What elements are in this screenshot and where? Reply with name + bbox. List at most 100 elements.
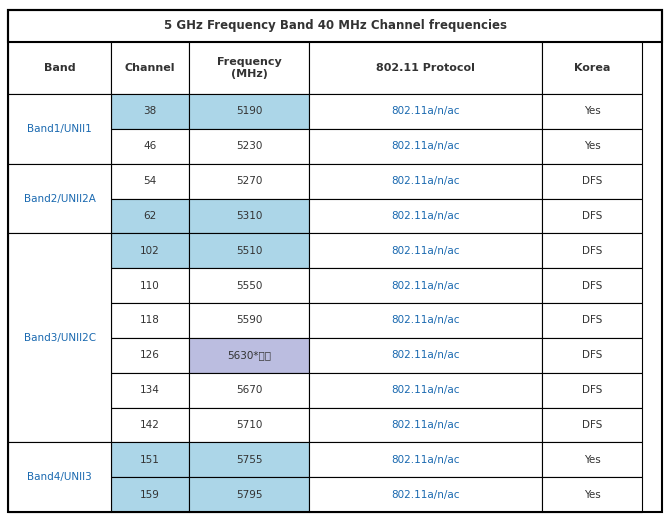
Text: DFS: DFS: [582, 211, 602, 221]
Text: 62: 62: [143, 211, 157, 221]
Text: 46: 46: [143, 141, 157, 151]
Bar: [310, 233, 542, 268]
Bar: [189, 94, 310, 129]
Text: Yes: Yes: [584, 490, 600, 500]
Bar: [310, 477, 542, 512]
Bar: [542, 233, 642, 268]
Text: 5795: 5795: [236, 490, 262, 500]
Bar: [542, 443, 642, 477]
Bar: [189, 233, 310, 268]
Bar: [112, 164, 189, 199]
Bar: [542, 373, 642, 408]
Text: 102: 102: [140, 246, 160, 256]
Text: 5230: 5230: [236, 141, 262, 151]
Text: 5310: 5310: [236, 211, 262, 221]
Bar: [310, 199, 542, 233]
Bar: [189, 164, 310, 199]
Text: Band4/UNII3: Band4/UNII3: [28, 472, 92, 482]
Text: 5 GHz Frequency Band 40 MHz Channel frequencies: 5 GHz Frequency Band 40 MHz Channel freq…: [163, 19, 507, 32]
Text: Band2/UNII2A: Band2/UNII2A: [24, 193, 95, 203]
Text: 802.11a/n/ac: 802.11a/n/ac: [391, 385, 460, 395]
Text: 5670: 5670: [236, 385, 262, 395]
Text: 118: 118: [140, 316, 160, 326]
Bar: [189, 199, 310, 233]
Bar: [189, 268, 310, 303]
Text: Yes: Yes: [584, 107, 600, 116]
Bar: [112, 199, 189, 233]
Text: Band3/UNII2C: Band3/UNII2C: [24, 333, 95, 343]
Bar: [542, 94, 642, 129]
Text: 5710: 5710: [236, 420, 262, 430]
Text: 110: 110: [140, 281, 160, 291]
Text: 802.11a/n/ac: 802.11a/n/ac: [391, 107, 460, 116]
Bar: [542, 164, 642, 199]
Bar: [112, 408, 189, 443]
Bar: [310, 94, 542, 129]
Bar: [8, 233, 112, 443]
Bar: [112, 42, 189, 94]
Bar: [112, 268, 189, 303]
Bar: [310, 268, 542, 303]
Bar: [189, 129, 310, 164]
Text: DFS: DFS: [582, 246, 602, 256]
Text: Yes: Yes: [584, 141, 600, 151]
Text: 802.11 Protocol: 802.11 Protocol: [376, 63, 475, 73]
Bar: [112, 233, 189, 268]
Text: 5510: 5510: [236, 246, 262, 256]
Text: 802.11a/n/ac: 802.11a/n/ac: [391, 316, 460, 326]
Text: 5590: 5590: [236, 316, 262, 326]
Bar: [310, 338, 542, 373]
Text: 5755: 5755: [236, 455, 262, 465]
Bar: [189, 303, 310, 338]
Bar: [542, 199, 642, 233]
Bar: [310, 129, 542, 164]
Bar: [542, 303, 642, 338]
Bar: [542, 129, 642, 164]
Text: 802.11a/n/ac: 802.11a/n/ac: [391, 420, 460, 430]
Bar: [542, 477, 642, 512]
Bar: [310, 443, 542, 477]
Bar: [112, 129, 189, 164]
Text: 802.11a/n/ac: 802.11a/n/ac: [391, 350, 460, 360]
Text: 151: 151: [140, 455, 160, 465]
Text: Band: Band: [44, 63, 75, 73]
Bar: [310, 408, 542, 443]
Bar: [112, 94, 189, 129]
Text: 159: 159: [140, 490, 160, 500]
Text: DFS: DFS: [582, 316, 602, 326]
Bar: [542, 338, 642, 373]
Text: 5630*气象: 5630*气象: [227, 350, 271, 360]
Bar: [189, 443, 310, 477]
Text: 802.11a/n/ac: 802.11a/n/ac: [391, 211, 460, 221]
Bar: [542, 42, 642, 94]
Bar: [8, 10, 662, 42]
Text: DFS: DFS: [582, 281, 602, 291]
Bar: [189, 338, 310, 373]
Text: Band1/UNII1: Band1/UNII1: [28, 124, 92, 134]
Text: 802.11a/n/ac: 802.11a/n/ac: [391, 490, 460, 500]
Text: 5550: 5550: [236, 281, 262, 291]
Bar: [310, 303, 542, 338]
Text: Frequency
(MHz): Frequency (MHz): [216, 57, 282, 79]
Text: DFS: DFS: [582, 350, 602, 360]
Text: 802.11a/n/ac: 802.11a/n/ac: [391, 281, 460, 291]
Text: 5190: 5190: [236, 107, 262, 116]
Text: Korea: Korea: [574, 63, 610, 73]
Bar: [8, 94, 112, 164]
Text: DFS: DFS: [582, 176, 602, 186]
Text: 802.11a/n/ac: 802.11a/n/ac: [391, 176, 460, 186]
Text: 5270: 5270: [236, 176, 262, 186]
Bar: [112, 303, 189, 338]
Bar: [310, 373, 542, 408]
Bar: [310, 164, 542, 199]
Bar: [8, 443, 112, 512]
Text: DFS: DFS: [582, 420, 602, 430]
Bar: [189, 373, 310, 408]
Text: 142: 142: [140, 420, 160, 430]
Bar: [310, 42, 542, 94]
Bar: [8, 164, 112, 233]
Bar: [189, 42, 310, 94]
Text: DFS: DFS: [582, 385, 602, 395]
Bar: [189, 408, 310, 443]
Bar: [112, 338, 189, 373]
